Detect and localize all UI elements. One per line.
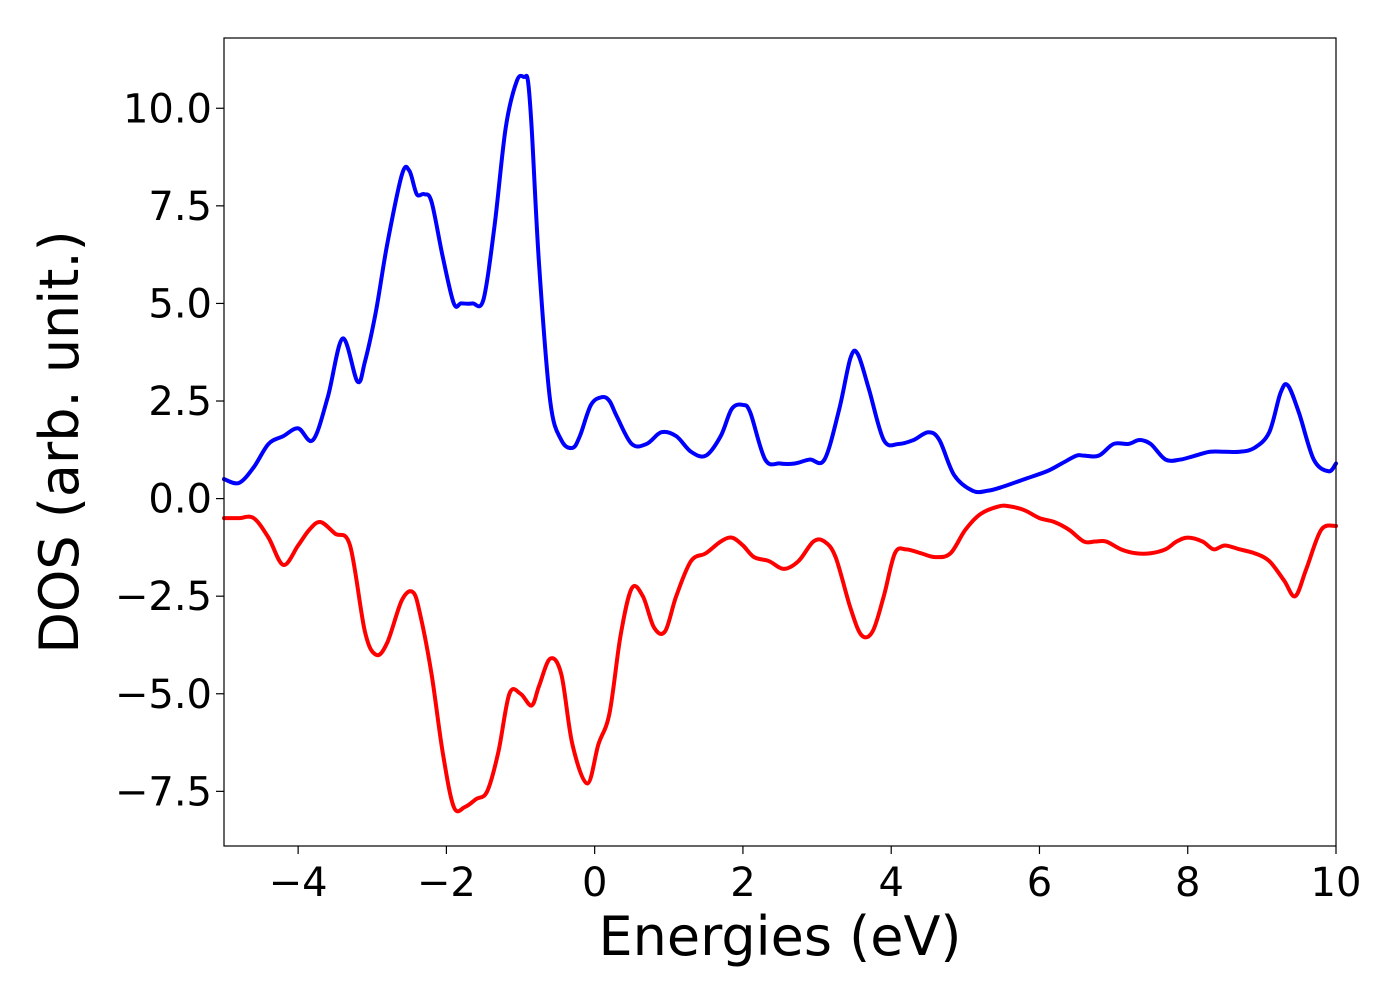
x-tick-label: 0 xyxy=(582,860,607,906)
x-tick-label: 2 xyxy=(730,860,755,906)
y-tick-label: 2.5 xyxy=(148,379,212,425)
y-tick-label: 5.0 xyxy=(148,281,212,327)
plot-lines xyxy=(222,73,1338,814)
y-tick-label: −5.0 xyxy=(115,672,212,718)
x-tick-label: 8 xyxy=(1175,860,1200,906)
x-tick-label: 4 xyxy=(878,860,903,906)
x-axis: −4 −2 0 2 4 6 8 10 xyxy=(269,846,1362,906)
y-tick-label: −2.5 xyxy=(115,574,212,620)
y-tick-label: 7.5 xyxy=(148,184,212,230)
y-axis-label: DOS (arb. unit.) xyxy=(28,230,91,653)
y-tick-label: 0.0 xyxy=(148,477,212,523)
plot-frame xyxy=(223,37,1337,847)
x-tick-label: 10 xyxy=(1311,860,1362,906)
x-axis-label: Energies (eV) xyxy=(599,905,962,968)
y-tick-label: −7.5 xyxy=(115,769,212,815)
x-tick-label: 6 xyxy=(1027,860,1052,906)
y-tick-label: 10.0 xyxy=(123,86,212,132)
y-axis: 10.0 7.5 5.0 2.5 0.0 −2.5 −5.0 −7.5 xyxy=(115,86,224,815)
x-tick-label: −4 xyxy=(269,860,328,906)
x-tick-label: −2 xyxy=(417,860,476,906)
series-line-1 xyxy=(222,73,1338,495)
series-line-2 xyxy=(222,503,1338,814)
